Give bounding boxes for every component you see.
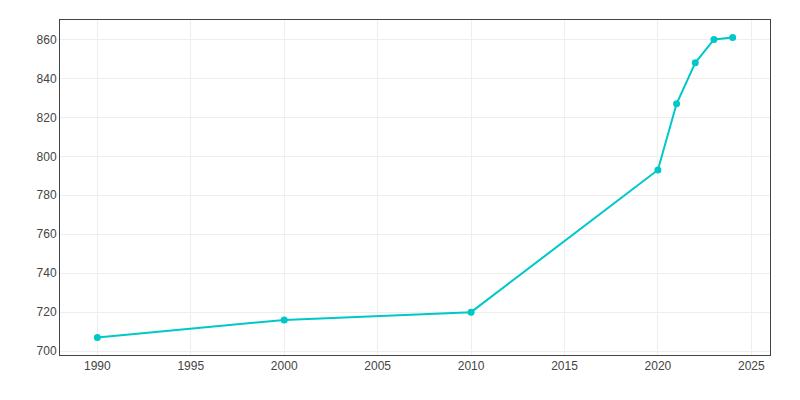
svg-text:700: 700 xyxy=(37,344,57,358)
svg-text:760: 760 xyxy=(37,227,57,241)
svg-text:2015: 2015 xyxy=(551,359,578,373)
svg-text:780: 780 xyxy=(37,188,57,202)
svg-text:2025: 2025 xyxy=(738,359,765,373)
svg-text:1995: 1995 xyxy=(177,359,204,373)
svg-text:2005: 2005 xyxy=(364,359,391,373)
svg-text:840: 840 xyxy=(37,72,57,86)
svg-text:1990: 1990 xyxy=(84,359,111,373)
svg-text:2000: 2000 xyxy=(271,359,298,373)
svg-text:860: 860 xyxy=(37,33,57,47)
svg-text:2020: 2020 xyxy=(645,359,672,373)
svg-text:820: 820 xyxy=(37,111,57,125)
svg-text:740: 740 xyxy=(37,266,57,280)
svg-text:720: 720 xyxy=(37,305,57,319)
svg-text:2010: 2010 xyxy=(458,359,485,373)
svg-text:800: 800 xyxy=(37,150,57,164)
